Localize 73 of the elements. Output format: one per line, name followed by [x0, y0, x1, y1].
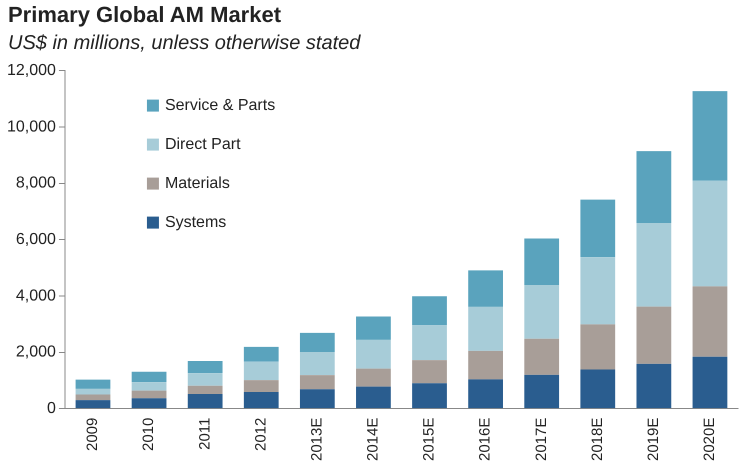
x-tick-label: 2017E	[532, 418, 550, 461]
bar	[636, 306, 672, 364]
chart-title: Primary Global AM Market	[8, 2, 282, 28]
x-tick-label: 2014E	[364, 418, 382, 461]
legend-label: Direct Part	[164, 136, 242, 154]
x-tick-label: 2009	[84, 418, 102, 451]
bar	[692, 286, 728, 357]
x-tick-label: 2020E	[701, 418, 718, 461]
bar	[412, 360, 447, 384]
bar	[636, 151, 672, 223]
bar	[468, 270, 503, 307]
bar	[188, 394, 223, 408]
x-tick-label: 2011	[196, 418, 214, 450]
bar	[356, 386, 391, 408]
bar	[300, 389, 335, 408]
bar	[188, 361, 223, 374]
y-tick-label: 8,000	[16, 174, 56, 192]
bar	[636, 364, 672, 408]
bar	[692, 356, 728, 408]
bar	[412, 325, 447, 360]
bar	[468, 306, 503, 351]
bar	[524, 238, 560, 285]
x-tick-label: 2010	[140, 418, 158, 451]
bar	[244, 392, 279, 408]
x-tick-label: 2018E	[588, 418, 606, 461]
bar	[524, 284, 560, 339]
bar	[300, 375, 335, 390]
x-tick-label: 2015E	[420, 418, 438, 461]
bar	[524, 374, 560, 408]
bar	[300, 352, 335, 376]
bar	[524, 338, 560, 375]
y-tick-label: 4,000	[16, 287, 56, 304]
bar	[132, 372, 166, 382]
bar	[132, 382, 166, 391]
bar	[76, 380, 110, 389]
legend-label: Systems	[164, 214, 226, 232]
bar	[76, 400, 110, 408]
bar	[356, 368, 391, 387]
legend-label: Materials	[164, 175, 230, 192]
legend-label: Service & Parts	[164, 97, 276, 114]
bar	[412, 383, 447, 408]
bar	[636, 222, 672, 307]
y-tick-label: 0	[47, 400, 56, 418]
x-tick-label: 2013E	[308, 418, 326, 461]
bar	[244, 380, 279, 392]
x-tick-label: 2012	[252, 418, 270, 451]
bar	[244, 346, 279, 362]
bar	[244, 362, 279, 380]
bar	[580, 369, 616, 408]
bar	[356, 316, 391, 340]
bar	[580, 257, 616, 324]
y-tick-label: 6,000	[16, 231, 56, 248]
bar	[76, 394, 110, 400]
bar	[692, 180, 728, 286]
y-tick-label: 2,000	[16, 344, 56, 361]
x-tick-label: 2016E	[476, 418, 494, 461]
bar	[692, 91, 728, 181]
bar	[468, 379, 503, 408]
bar	[300, 332, 335, 352]
bar	[580, 324, 616, 370]
bar	[188, 386, 223, 394]
bar	[76, 388, 110, 395]
y-tick-label: 10,000	[7, 118, 56, 136]
y-tick-label: 12,000	[7, 62, 56, 80]
bar	[580, 200, 616, 258]
bar	[356, 340, 391, 369]
bar	[188, 373, 223, 386]
x-tick-label: 2019E	[645, 418, 662, 461]
bar	[132, 390, 166, 398]
chart-subtitle: US$ in millions, unless otherwise stated	[8, 32, 360, 55]
bar	[132, 398, 166, 408]
bar	[468, 350, 503, 380]
bar	[412, 296, 447, 326]
